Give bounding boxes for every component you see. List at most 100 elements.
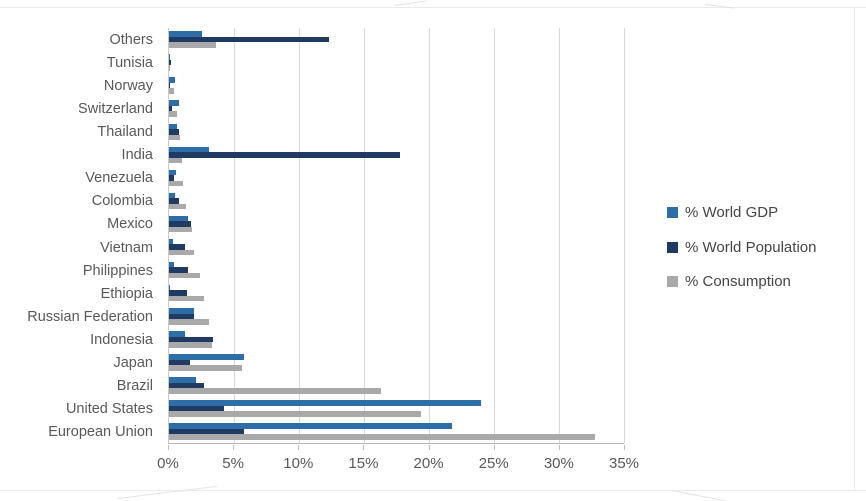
x-tick-label: 10% [283, 455, 314, 472]
gridline [429, 28, 430, 443]
bar-consumption [169, 111, 178, 117]
bar-consumption [169, 226, 193, 233]
bar-world-population [169, 267, 189, 273]
category-label: India [121, 147, 153, 164]
x-axis: 0% 5% 10% 15% 20% 25% 30% 35% [0, 444, 866, 484]
bar-world-population [169, 405, 224, 412]
bar-consumption [169, 180, 184, 187]
x-tick-label: 25% [478, 455, 509, 472]
category-label: Brazil [116, 378, 153, 395]
gridline [559, 28, 560, 443]
bar-world-population [169, 82, 171, 89]
bar-world-population [169, 221, 192, 227]
bar-world-population [169, 244, 186, 250]
bar-consumption [169, 342, 212, 348]
bar-consumption [169, 203, 186, 210]
decor-top-line [0, 7, 866, 8]
category-label: Mexico [107, 216, 153, 233]
category-label: Others [109, 31, 153, 48]
bar-world-gdp [169, 54, 171, 60]
bar-world-population [169, 105, 172, 112]
decor-diagonal-bottom-left [117, 485, 218, 499]
gridline [299, 28, 300, 443]
x-tick-mark [298, 445, 300, 450]
chart-row [169, 236, 624, 259]
chart-row [169, 28, 624, 51]
chart-row [169, 328, 624, 351]
category-label: Ethiopia [100, 285, 153, 302]
chart-row [169, 120, 624, 143]
category-label: European Union [48, 424, 153, 441]
bar-world-population [169, 59, 171, 66]
chart-row [169, 282, 624, 305]
bar-world-gdp [169, 215, 189, 222]
bar-world-gdp [169, 400, 481, 406]
bar-world-gdp [169, 169, 177, 176]
bar-world-population [169, 359, 190, 366]
legend-swatch-icon [667, 207, 678, 218]
category-label: Russian Federation [27, 308, 153, 325]
chart-row [169, 374, 624, 397]
chart-row [169, 189, 624, 212]
chart-row [169, 351, 624, 374]
x-tick-label: 0% [157, 455, 179, 472]
category-label: Japan [113, 355, 153, 372]
legend: % World GDP % World Population % Consumpti… [667, 202, 816, 306]
bar-consumption [169, 65, 171, 71]
bar-world-gdp [169, 377, 197, 383]
legend-item: % Consumption [667, 271, 816, 292]
x-tick-mark [363, 445, 365, 450]
bar-world-gdp [169, 261, 175, 268]
bar-world-population [169, 313, 194, 320]
bar-world-population [169, 290, 188, 296]
bar-world-population [169, 382, 205, 389]
bar-consumption [169, 249, 194, 256]
bar-world-gdp [169, 238, 173, 245]
bar-world-gdp [169, 100, 179, 106]
bar-world-population [169, 198, 180, 204]
legend-swatch-icon [667, 241, 678, 253]
bar-world-gdp [169, 308, 194, 314]
category-label: Philippines [82, 262, 153, 279]
decor-right-line [854, 7, 855, 491]
plot-area [168, 28, 625, 444]
category-labels: Others Tunisia Norway Switzerland Thailand In… [0, 28, 160, 444]
x-tick-label: 15% [348, 455, 379, 472]
bar-consumption [169, 434, 596, 440]
x-tick-label: 30% [543, 455, 574, 472]
gridline [234, 28, 235, 443]
chart-row [169, 213, 624, 236]
bar-consumption [169, 88, 174, 94]
chart-row [169, 143, 624, 166]
bar-world-population [169, 428, 245, 435]
bar-world-gdp [169, 123, 177, 130]
x-tick-mark [493, 445, 495, 450]
bar-world-population [169, 129, 179, 135]
category-label: Indonesia [90, 331, 153, 348]
chart-row [169, 74, 624, 97]
bar-consumption [169, 157, 182, 164]
legend-label: % World GDP [685, 204, 779, 221]
legend-label: % World Population [685, 238, 817, 256]
chart-row [169, 259, 624, 282]
bar-world-gdp [169, 146, 210, 153]
x-tick-label: 5% [222, 455, 244, 472]
decor-bottom-line [0, 490, 866, 491]
chart-row [169, 166, 624, 189]
bar-consumption [169, 411, 422, 417]
bar-consumption [169, 272, 201, 279]
legend-swatch-icon [667, 276, 678, 287]
bar-world-gdp [169, 423, 453, 429]
bar-rows [169, 28, 624, 443]
category-label: Vietnam [100, 239, 153, 256]
x-tick-mark [168, 445, 169, 450]
category-label: Norway [103, 77, 153, 94]
x-tick-mark [624, 445, 625, 450]
category-label: Colombia [91, 193, 153, 210]
bar-consumption [169, 295, 205, 302]
bar-world-population [169, 36, 329, 43]
bar-world-gdp [169, 354, 245, 360]
x-tick-mark [233, 445, 235, 450]
x-tick-mark [428, 445, 430, 450]
bar-world-population [169, 152, 401, 158]
